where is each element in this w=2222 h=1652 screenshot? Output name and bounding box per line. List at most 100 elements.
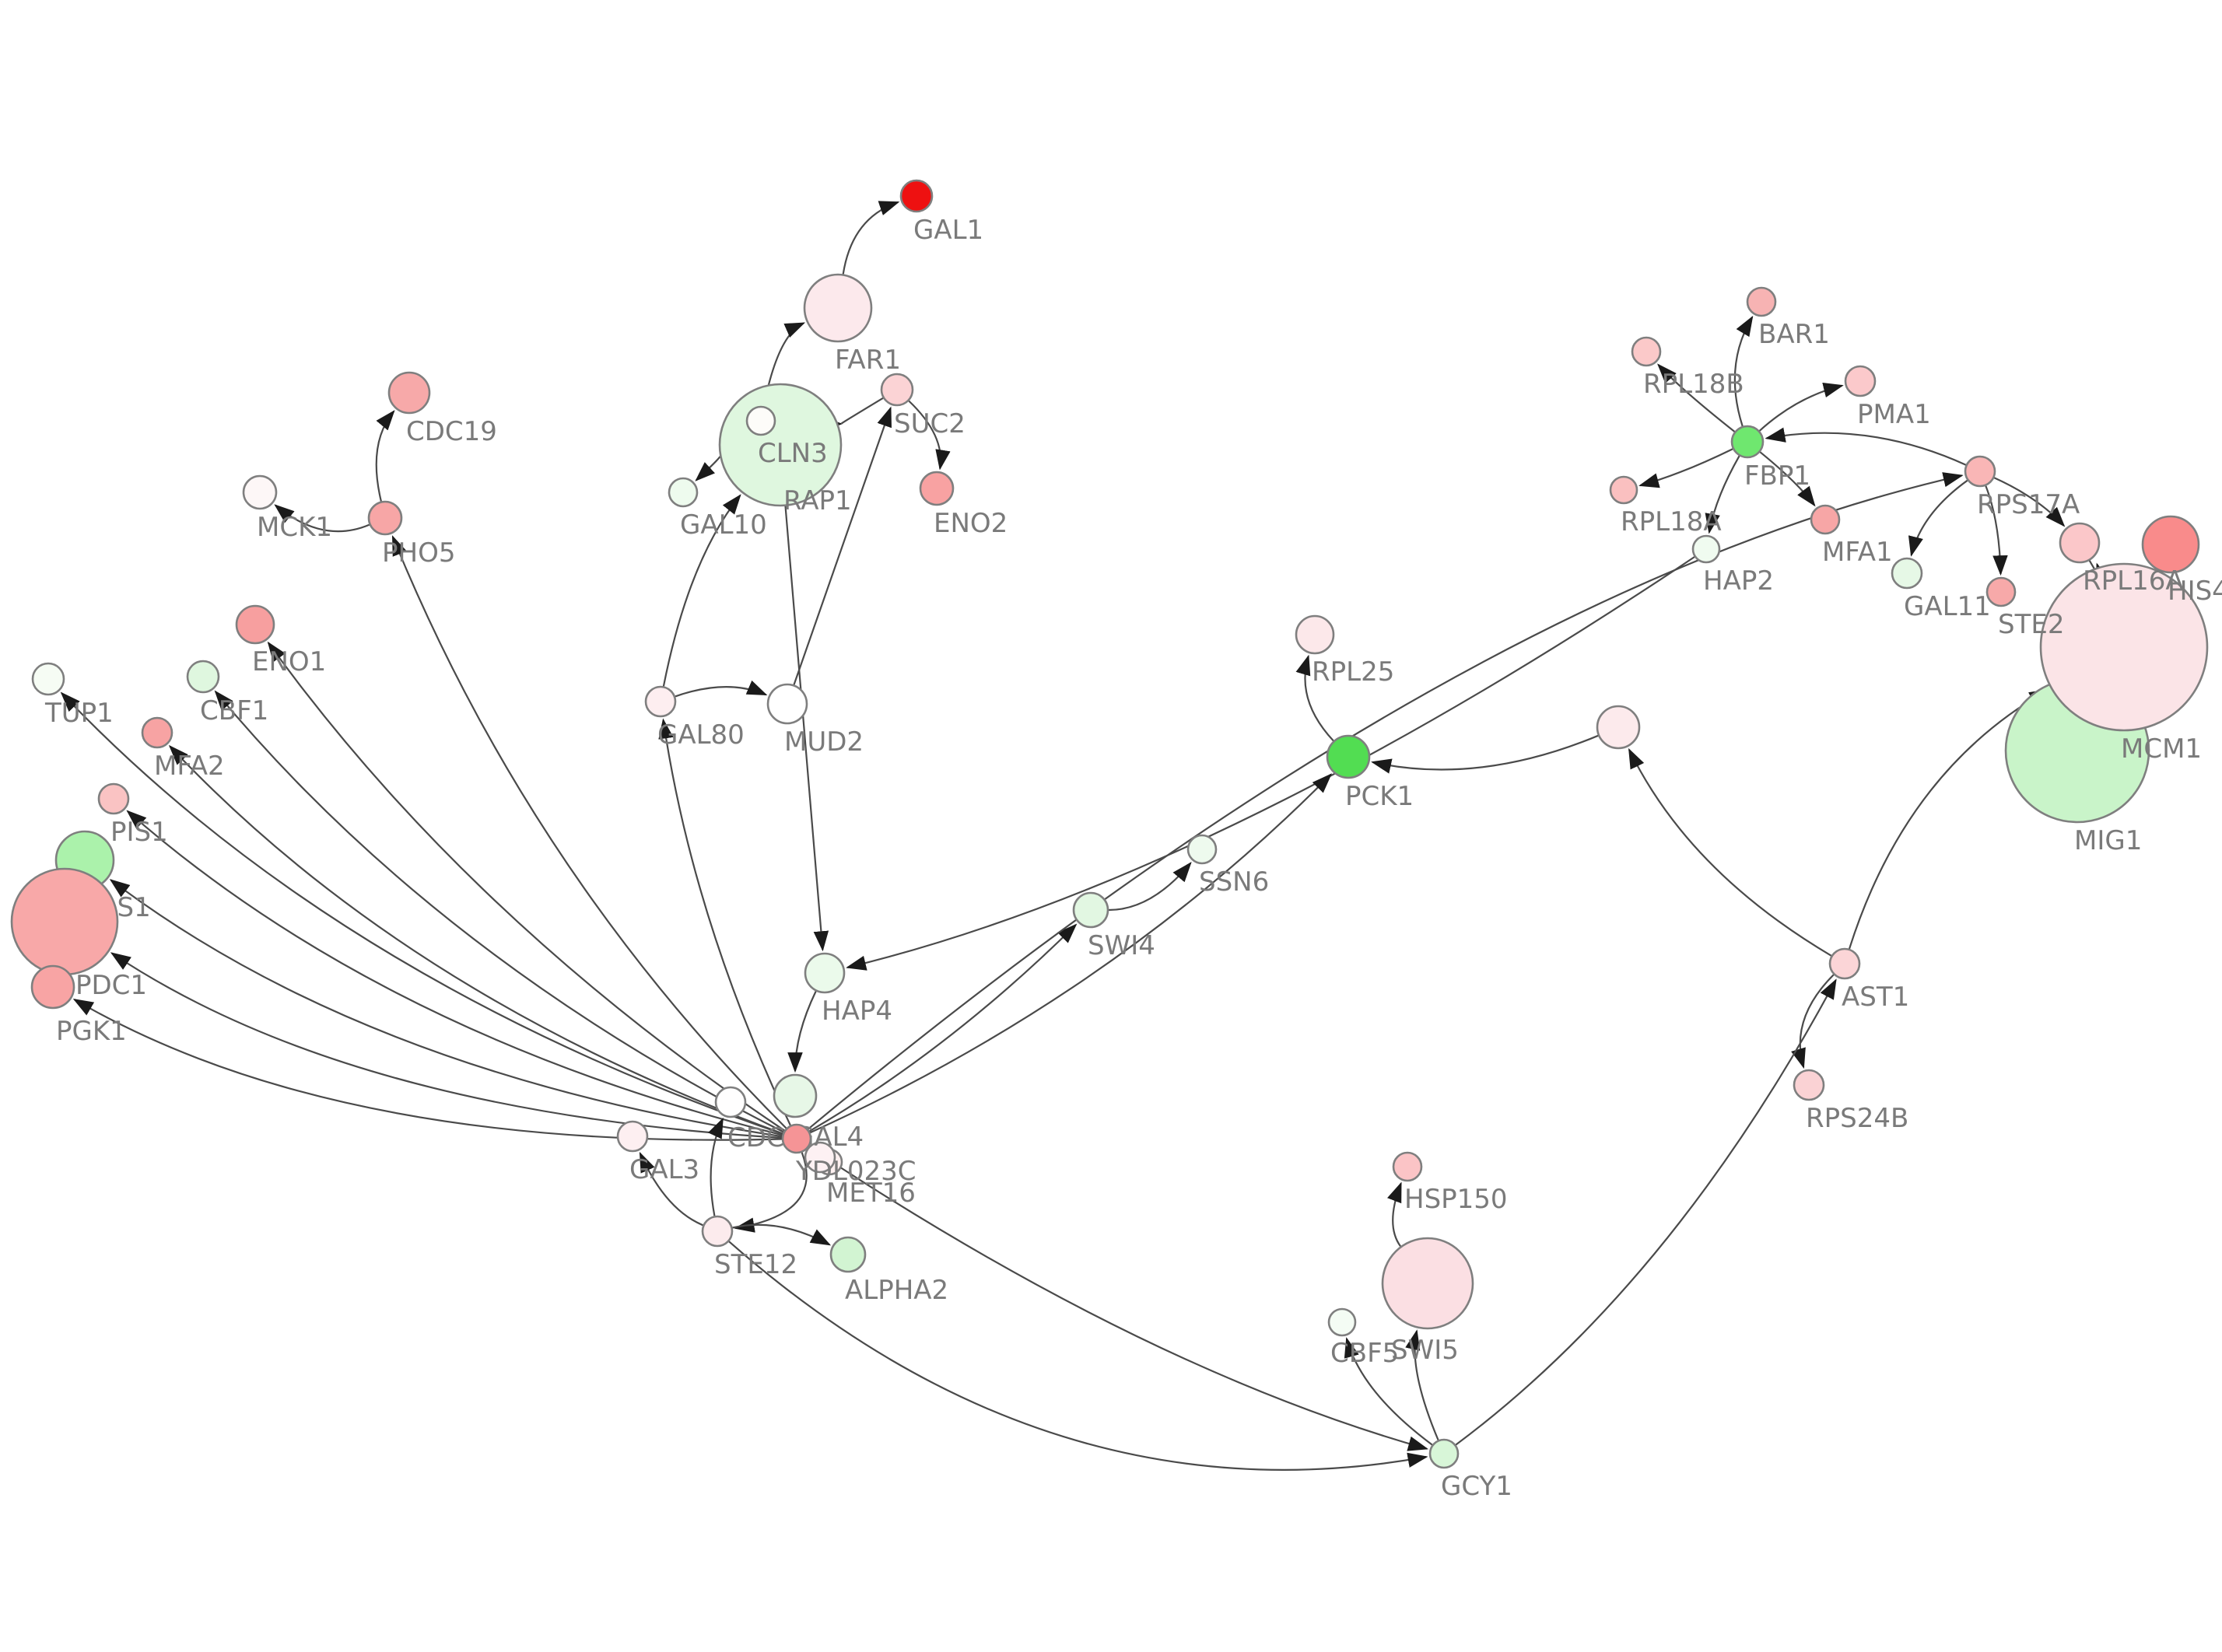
node-ALPHA2-circle[interactable]: [829, 1236, 867, 1273]
edge-NODE_B-to-PCK1[interactable]: [1371, 734, 1599, 774]
node-MUD2-circle[interactable]: [766, 683, 808, 725]
node-HIS4-circle[interactable]: [2141, 515, 2200, 574]
node-PMA1-circle[interactable]: [1844, 365, 1877, 397]
node-CBF1-circle[interactable]: [186, 660, 220, 694]
edge-PHO5-to-MCK1[interactable]: [274, 504, 370, 533]
node-GAL1[interactable]: GAL1: [899, 179, 983, 246]
edge-MUD2-to-SUC2[interactable]: [793, 406, 892, 685]
edge-PCK1-to-RPL25[interactable]: [1295, 654, 1334, 742]
node-ENO1-circle[interactable]: [235, 604, 275, 645]
node-RPL18A-circle[interactable]: [1609, 475, 1638, 505]
edge-GAL4-to-STE12[interactable]: [734, 1152, 808, 1233]
edge-FBP1-to-PMA1[interactable]: [1758, 383, 1844, 432]
node-HSP150-circle[interactable]: [1392, 1151, 1423, 1182]
node-ENO2[interactable]: ENO2: [919, 471, 1008, 539]
node-NODE_A-circle[interactable]: [773, 1073, 818, 1118]
node-MFA1-circle[interactable]: [1810, 504, 1841, 535]
node-CBF5-circle[interactable]: [1327, 1307, 1357, 1337]
edge-RPS17A-to-GAL11[interactable]: [1908, 479, 1968, 557]
node-HIS4[interactable]: HIS4: [2141, 515, 2222, 607]
edge-GCY1-to-AST1[interactable]: [1455, 978, 1837, 1446]
node-PHO5[interactable]: PHO5: [367, 500, 455, 569]
node-SWI5-circle[interactable]: [1381, 1237, 1474, 1330]
edge-AST1-to-RPS24B[interactable]: [1791, 974, 1835, 1069]
node-BAR1[interactable]: BAR1: [1746, 286, 1830, 350]
edge-GAL4-to-PDC1[interactable]: [110, 952, 783, 1139]
node-GAL3-circle[interactable]: [616, 1120, 649, 1153]
node-MCK1[interactable]: MCK1: [242, 474, 332, 543]
node-SSN6[interactable]: SSN6: [1186, 834, 1269, 898]
node-GAL11[interactable]: GAL11: [1891, 557, 1991, 622]
node-CDC-circle[interactable]: [714, 1086, 747, 1118]
node-RPL16A-circle[interactable]: [2059, 522, 2101, 564]
node-HAP4[interactable]: HAP4: [804, 952, 892, 1027]
node-FBP1-circle[interactable]: [1730, 425, 1765, 459]
node-MCM1[interactable]: MCM1: [2039, 562, 2209, 765]
node-PCK1-circle[interactable]: [1326, 734, 1371, 779]
node-HAP2[interactable]: HAP2: [1691, 534, 1774, 597]
node-GAL4-circle[interactable]: [781, 1123, 812, 1154]
node-CBF5[interactable]: CBF5: [1327, 1307, 1399, 1369]
node-TUP1-circle[interactable]: [31, 662, 65, 696]
node-TUP1[interactable]: TUP1: [31, 662, 114, 729]
node-GCY1-circle[interactable]: [1428, 1438, 1460, 1469]
node-GAL10-circle[interactable]: [668, 477, 699, 508]
edge-AST1-to-NODE_B[interactable]: [1628, 747, 1832, 957]
node-YDL023C-circle[interactable]: [804, 1141, 836, 1174]
node-FBP1[interactable]: FBP1: [1730, 425, 1810, 492]
edge-RPS17A-to-STE2[interactable]: [1985, 485, 2008, 576]
edge-GAL4-to-PHO5[interactable]: [391, 535, 787, 1129]
node-RPL25[interactable]: RPL25: [1295, 614, 1394, 688]
node-PDC1[interactable]: PDC1: [10, 867, 147, 1001]
node-GAL4[interactable]: GAL4: [781, 1122, 864, 1154]
edge-HAP2-to-HAP4[interactable]: [846, 556, 1695, 971]
node-RPS24B[interactable]: RPS24B: [1793, 1069, 1908, 1134]
node-NODE_B[interactable]: [1596, 705, 1641, 750]
edge-GCY1-to-CBF5[interactable]: [1344, 1337, 1433, 1446]
node-MCK1-circle[interactable]: [242, 474, 278, 510]
node-CLN3[interactable]: CLN3: [745, 405, 828, 469]
edge-GAL4-to-MFA2[interactable]: [168, 744, 783, 1135]
node-PHO5-circle[interactable]: [367, 500, 403, 536]
node-PDC1-circle[interactable]: [10, 867, 119, 976]
node-PGK1-circle[interactable]: [30, 964, 75, 1010]
node-SUC2-circle[interactable]: [880, 373, 914, 407]
edge-GAL4-to-RPS17A[interactable]: [807, 472, 1964, 1130]
edge-AST1-to-MCM1[interactable]: [1848, 688, 2050, 950]
node-MCM1-circle[interactable]: [2039, 562, 2209, 732]
edge-GAL80-to-MUD2[interactable]: [675, 680, 768, 698]
edge-FBP1-to-RPL18B[interactable]: [1657, 363, 1736, 432]
node-CLN3-circle[interactable]: [745, 405, 776, 436]
node-SWI4[interactable]: SWI4: [1072, 891, 1155, 961]
node-MFA1[interactable]: MFA1: [1810, 504, 1893, 568]
node-HSP150[interactable]: HSP150: [1392, 1151, 1508, 1215]
edge-STE12-to-GAL3[interactable]: [639, 1151, 703, 1227]
node-GAL80-circle[interactable]: [644, 685, 677, 718]
edge-HAP4-to-NODE_A[interactable]: [787, 990, 817, 1073]
edge-SWI4-to-SSN6[interactable]: [1108, 862, 1192, 912]
node-PMA1[interactable]: PMA1: [1844, 365, 1931, 430]
edge-GAL4-to-ENO1[interactable]: [267, 641, 785, 1132]
node-PGK1[interactable]: PGK1: [30, 964, 127, 1047]
node-GAL3[interactable]: GAL3: [616, 1120, 699, 1185]
edge-GCY1-to-SWI5[interactable]: [1405, 1329, 1439, 1440]
edge-GAL4-to-PCK1[interactable]: [809, 773, 1333, 1134]
node-GAL80[interactable]: GAL80: [644, 685, 745, 751]
node-CDC[interactable]: CDC: [714, 1086, 785, 1153]
node-CDC19[interactable]: CDC19: [387, 371, 497, 447]
edge-SUC2-to-CLN3[interactable]: [822, 397, 884, 432]
node-GCY1[interactable]: GCY1: [1428, 1438, 1512, 1502]
edge-GAL80-to-RAP1[interactable]: [662, 494, 741, 687]
node-PIS1-circle[interactable]: [97, 782, 130, 815]
node-RPL18B-circle[interactable]: [1631, 336, 1662, 367]
edge-GAL4-to-RAS1[interactable]: [109, 879, 783, 1138]
edge-STE12-to-GCY1[interactable]: [728, 1241, 1428, 1471]
edge-STE12-to-CDC[interactable]: [707, 1117, 724, 1216]
node-MFA2[interactable]: MFA2: [141, 716, 225, 782]
node-SWI5[interactable]: SWI5: [1381, 1237, 1474, 1366]
node-RPL16A[interactable]: RPL16A: [2059, 522, 2184, 597]
node-ENO1[interactable]: ENO1: [235, 604, 326, 677]
edge-GAL4-to-CBF1[interactable]: [214, 690, 784, 1133]
node-NODE_B-circle[interactable]: [1596, 705, 1641, 750]
